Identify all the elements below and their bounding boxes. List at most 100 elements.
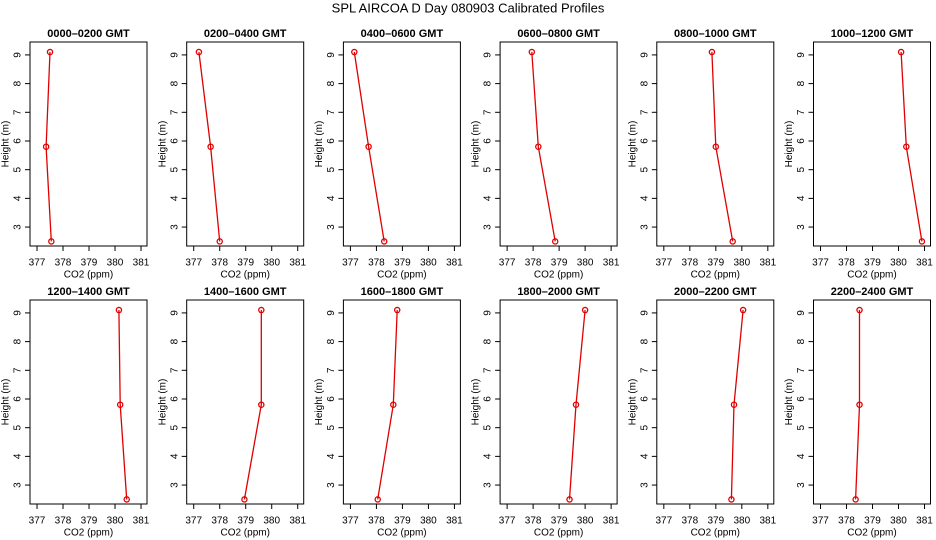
- y-tick-label: 5: [639, 166, 650, 172]
- x-tick-label: 380: [890, 516, 907, 527]
- x-tick-label: 381: [759, 258, 776, 269]
- profile-line: [568, 309, 586, 500]
- y-tick-label: 8: [169, 80, 180, 86]
- x-tick-label: 379: [707, 516, 724, 527]
- y-tick-label: 6: [483, 138, 494, 144]
- data-point: [123, 496, 130, 503]
- x-tick-label: 380: [107, 258, 124, 269]
- x-tick-label: 379: [864, 258, 881, 269]
- panel-title: 1600–1800 GMT: [361, 286, 444, 298]
- y-tick-label: 6: [326, 138, 337, 144]
- x-tick-label: 378: [838, 258, 855, 269]
- x-axis-label: CO2 (ppm): [220, 270, 269, 281]
- y-tick-label: 4: [13, 453, 24, 459]
- y-tick-label: 5: [13, 166, 24, 172]
- x-tick-label: 378: [838, 516, 855, 527]
- y-tick-label: 4: [169, 453, 180, 459]
- x-tick-label: 381: [916, 258, 933, 269]
- y-tick-label: 8: [326, 338, 337, 344]
- plot-frame: [342, 299, 461, 505]
- y-tick-label: 9: [639, 52, 650, 58]
- y-tick-label: 4: [169, 195, 180, 201]
- y-tick-label: 5: [13, 424, 24, 430]
- y-tick-label: 5: [326, 424, 337, 430]
- profile-line: [243, 310, 262, 500]
- y-tick-label: 7: [13, 367, 24, 373]
- panel-title: 1800–2000 GMT: [517, 286, 600, 298]
- x-tick-label: 380: [107, 516, 124, 527]
- plot-frame: [499, 41, 618, 247]
- y-tick-label: 7: [796, 109, 807, 115]
- x-tick-label: 379: [551, 258, 568, 269]
- x-tick-label: 380: [420, 258, 437, 269]
- data-point: [708, 48, 716, 56]
- data-point: [258, 306, 265, 314]
- data-point: [897, 48, 905, 56]
- profile-line: [118, 309, 128, 500]
- y-tick-label: 3: [796, 224, 807, 230]
- x-tick-label: 378: [525, 258, 542, 269]
- x-tick-label: 379: [394, 516, 411, 527]
- y-axis-label: Height (m): [1, 379, 12, 426]
- x-tick-label: 381: [603, 516, 620, 527]
- y-axis-label: Height (m): [314, 121, 325, 168]
- x-axis-label: CO2 (ppm): [64, 528, 113, 539]
- profile-line: [198, 51, 221, 242]
- plot-frame: [29, 41, 148, 247]
- plot-frame: [656, 41, 775, 247]
- data-point: [581, 306, 589, 314]
- panel-title: 2000–2200 GMT: [674, 286, 757, 298]
- y-tick-label: 8: [483, 338, 494, 344]
- profile-line: [45, 51, 52, 242]
- x-axis-label: CO2 (ppm): [220, 528, 269, 539]
- y-tick-label: 9: [796, 310, 807, 316]
- panel-title: 1000–1200 GMT: [831, 28, 914, 40]
- y-tick-label: 5: [639, 424, 650, 430]
- y-tick-label: 7: [483, 367, 494, 373]
- x-tick-label: 381: [133, 516, 150, 527]
- panel-title: 0600–0800 GMT: [517, 28, 600, 40]
- y-tick-label: 8: [13, 80, 24, 86]
- y-tick-label: 8: [13, 338, 24, 344]
- x-tick-label: 379: [81, 258, 98, 269]
- y-tick-label: 3: [13, 482, 24, 488]
- y-tick-label: 6: [13, 396, 24, 402]
- y-tick-label: 9: [13, 52, 24, 58]
- y-tick-label: 7: [639, 109, 650, 115]
- data-point: [374, 496, 381, 503]
- y-tick-label: 9: [326, 310, 337, 316]
- x-tick-label: 379: [237, 516, 254, 527]
- y-tick-label: 9: [13, 310, 24, 316]
- x-axis-label: CO2 (ppm): [377, 270, 426, 281]
- y-tick-label: 9: [326, 52, 337, 58]
- y-tick-label: 3: [483, 482, 494, 488]
- data-point: [48, 238, 55, 245]
- y-tick-label: 6: [169, 138, 180, 144]
- profile-line: [353, 51, 385, 242]
- y-axis-label: Height (m): [627, 121, 638, 168]
- data-point: [46, 48, 54, 56]
- y-tick-label: 3: [796, 482, 807, 488]
- y-axis-label: Height (m): [157, 379, 168, 426]
- profile-line: [531, 51, 556, 242]
- x-tick-label: 377: [499, 258, 516, 269]
- data-point: [42, 143, 50, 150]
- x-tick-label: 380: [733, 258, 750, 269]
- y-tick-label: 6: [169, 396, 180, 402]
- x-tick-label: 377: [342, 516, 359, 527]
- data-point: [856, 401, 863, 408]
- x-axis-label: CO2 (ppm): [64, 270, 113, 281]
- x-tick-label: 377: [29, 258, 46, 269]
- x-tick-label: 379: [864, 516, 881, 527]
- y-tick-label: 9: [483, 52, 494, 58]
- y-tick-label: 9: [639, 310, 650, 316]
- data-point: [535, 143, 542, 150]
- x-tick-label: 378: [55, 516, 72, 527]
- data-point: [728, 496, 735, 503]
- x-tick-label: 377: [812, 516, 829, 527]
- y-tick-label: 3: [639, 482, 650, 488]
- x-tick-label: 380: [263, 516, 280, 527]
- y-tick-label: 4: [639, 195, 650, 201]
- x-axis-label: CO2 (ppm): [534, 270, 583, 281]
- data-point: [852, 496, 859, 503]
